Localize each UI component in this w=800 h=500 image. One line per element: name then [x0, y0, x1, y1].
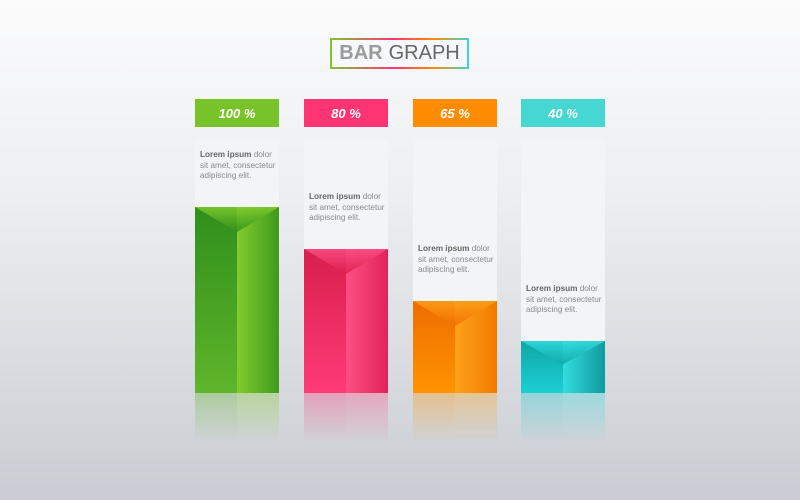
bar-track: Lorem ipsum dolor sit amet, consectetur … [304, 141, 388, 393]
bar-description: Lorem ipsum dolor sit amet, consectetur … [309, 192, 385, 222]
bar-column: 100 % Lorem ipsum dolor sit amet, consect… [195, 99, 279, 443]
title-rest: GRAPH [388, 42, 460, 64]
bar-value-label: 65 % [413, 99, 497, 127]
title-bold: BAR [339, 42, 383, 64]
bar-column: 80 % Lorem ipsum dolor sit amet, consecte… [304, 99, 388, 443]
bar-track: Lorem ipsum dolor sit amet, consectetur … [195, 141, 279, 393]
bar [521, 341, 605, 393]
bar [304, 249, 388, 393]
bar-track: Lorem ipsum dolor sit amet, consectetur … [413, 141, 497, 393]
bar-reflection [304, 393, 388, 443]
bar-reflection [521, 393, 605, 443]
bar-value-label: 40 % [521, 99, 605, 127]
bar-track: Lorem ipsum dolor sit amet, consectetur … [521, 141, 605, 393]
bar [413, 301, 497, 393]
bar-description: Lorem ipsum dolor sit amet, consectetur … [526, 284, 602, 314]
bar-column: 40 % Lorem ipsum dolor sit amet, consecte… [521, 99, 605, 443]
bar-description: Lorem ipsum dolor sit amet, consectetur … [200, 150, 276, 180]
bar-description: Lorem ipsum dolor sit amet, consectetur … [418, 244, 494, 274]
bar-value-label: 80 % [304, 99, 388, 127]
bar-column: 65 % Lorem ipsum dolor sit amet, consecte… [413, 99, 497, 443]
chart-title: BAR GRAPH [330, 38, 469, 69]
bar-value-label: 100 % [195, 99, 279, 127]
bar-reflection [413, 393, 497, 443]
bar-reflection [195, 393, 279, 443]
bar [195, 207, 279, 393]
